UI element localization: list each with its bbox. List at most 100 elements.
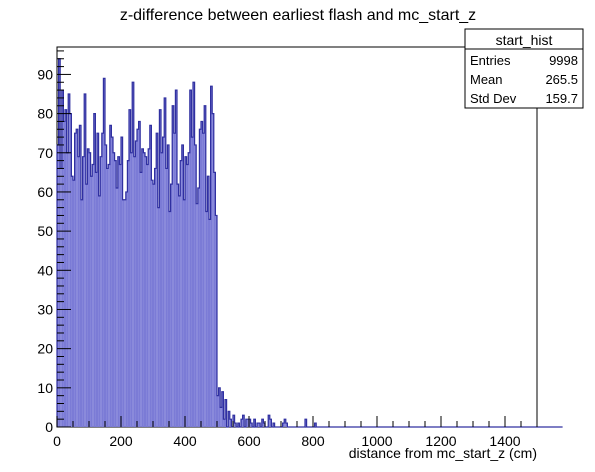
- x-tick-label: 1000: [361, 433, 392, 449]
- histogram-bin: [79, 125, 81, 427]
- histogram-bin: [111, 137, 113, 427]
- histogram-bin: [285, 423, 288, 427]
- histogram-bin: [199, 129, 201, 427]
- histogram-bin: [217, 395, 219, 427]
- stats-box: start_hist Entries 9998 Mean 265.5 Std Dev 159…: [464, 28, 584, 109]
- histogram-bin: [90, 176, 93, 427]
- histogram-bin: [249, 419, 251, 427]
- y-tick-label: 10: [37, 380, 53, 396]
- histogram-bin: [117, 156, 120, 427]
- histogram-bin: [196, 203, 198, 427]
- histogram-bin: [221, 391, 224, 427]
- histogram-bin: [180, 160, 182, 427]
- histogram-bin: [77, 156, 80, 427]
- histogram-bin: [161, 152, 163, 427]
- histogram-bin: [215, 215, 217, 427]
- histogram-bin: [146, 164, 149, 428]
- y-tick-label: 20: [37, 341, 53, 357]
- histogram-bin: [141, 148, 144, 428]
- x-tick-label: 600: [237, 433, 261, 449]
- histogram-bin: [169, 211, 171, 427]
- histogram-bin: [156, 133, 158, 428]
- histogram-bin: [114, 160, 117, 427]
- histogram-bin: [137, 129, 139, 427]
- histogram-bin: [269, 419, 272, 427]
- histogram-bin: [61, 90, 64, 428]
- histogram-bin: [228, 411, 230, 427]
- y-tick-label: 50: [37, 223, 53, 239]
- histogram-bin: [178, 195, 181, 427]
- histogram-bin: [209, 219, 211, 427]
- histogram-bin: [257, 423, 259, 427]
- x-tick-label: 0: [53, 433, 61, 449]
- histogram-bin: [116, 188, 118, 427]
- histogram-bin: [167, 144, 169, 427]
- histogram-bin: [73, 180, 75, 427]
- histogram-bin: [100, 156, 102, 427]
- histogram-bin: [181, 144, 184, 427]
- histogram-bin: [92, 164, 94, 428]
- histogram-bin: [145, 156, 147, 427]
- histogram-bin: [194, 144, 197, 427]
- histogram-bin: [154, 168, 157, 427]
- y-tick-label: 60: [37, 184, 53, 200]
- histogram-bin: [129, 109, 131, 427]
- histogram-bin: [233, 415, 235, 427]
- histogram-bin: [229, 419, 232, 427]
- histogram-bin: [204, 105, 206, 428]
- x-tick-label: 1400: [489, 433, 520, 449]
- histogram-bin: [250, 423, 253, 427]
- histogram-bin: [71, 176, 73, 427]
- stats-value: 159.7: [545, 91, 578, 106]
- histogram-bin: [124, 199, 126, 427]
- histogram-bin: [101, 133, 104, 428]
- histogram-bin: [188, 152, 190, 427]
- histogram-bin: [164, 97, 166, 428]
- histogram-bin: [60, 168, 62, 427]
- histogram-bin: [242, 415, 245, 427]
- histogram-bin: [173, 133, 176, 428]
- histogram-bin: [130, 152, 133, 427]
- histogram-bin: [133, 156, 136, 427]
- histogram-bin: [170, 184, 173, 427]
- histogram-bin: [261, 419, 264, 427]
- histogram-bin: [121, 137, 123, 427]
- histogram-bin: [97, 133, 99, 428]
- histogram-bin: [205, 211, 208, 427]
- y-tick-label: 30: [37, 301, 53, 317]
- histogram-bin: [81, 199, 83, 427]
- histogram-bin: [87, 148, 89, 428]
- x-tick-label: 800: [301, 433, 325, 449]
- histogram-bin: [153, 184, 155, 427]
- x-axis-label: distance from mc_start_z (cm): [349, 445, 537, 461]
- histogram-bin: [212, 113, 214, 428]
- histogram-bin: [74, 133, 77, 428]
- histogram-bin: [213, 172, 216, 427]
- histogram-bin: [193, 82, 195, 428]
- stats-box-frame: [464, 28, 584, 109]
- histogram-bin: [245, 419, 248, 427]
- histogram-bin: [58, 58, 61, 428]
- histogram-bin: [140, 172, 142, 427]
- histogram-bin: [98, 195, 101, 427]
- histogram-bin: [143, 152, 145, 427]
- histogram-bin: [263, 423, 265, 427]
- histogram-bin: [273, 423, 275, 427]
- x-tick-label: 200: [109, 433, 133, 449]
- chart-title: z-difference between earliest flash and …: [120, 7, 476, 24]
- histogram-bin: [268, 415, 270, 427]
- histogram-bin: [202, 133, 205, 428]
- histogram-bin: [186, 164, 189, 428]
- histogram-bin: [127, 160, 129, 427]
- histogram-bin: [103, 78, 105, 427]
- histogram-bin: [63, 121, 65, 428]
- histogram-bin: [95, 172, 97, 427]
- histogram-bin: [132, 82, 134, 428]
- histogram-bin: [218, 387, 221, 427]
- histogram-bin: [159, 109, 161, 427]
- histogram-bin: [106, 168, 109, 427]
- stats-label: Mean: [470, 72, 503, 87]
- histogram-bin: [125, 191, 128, 427]
